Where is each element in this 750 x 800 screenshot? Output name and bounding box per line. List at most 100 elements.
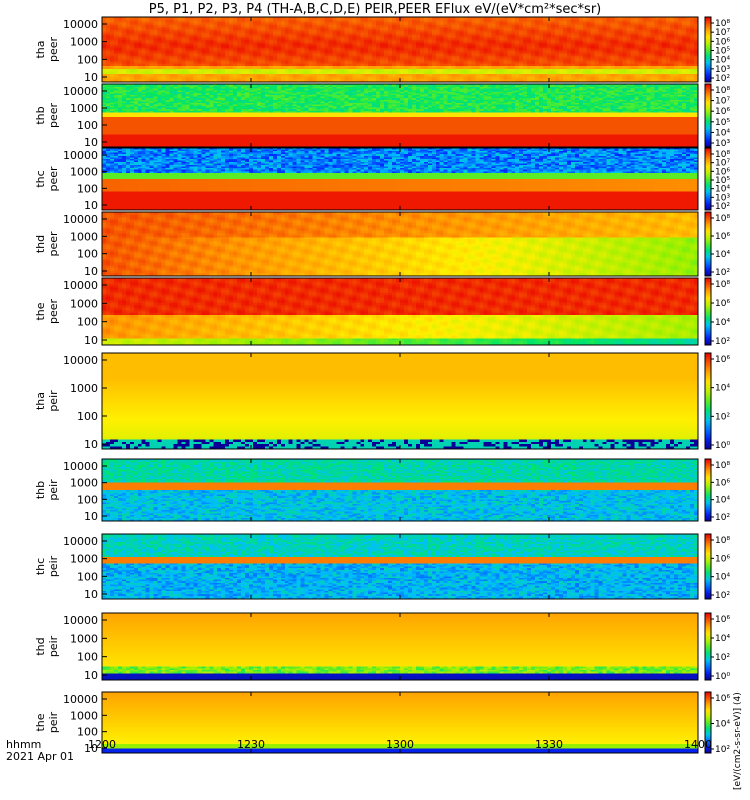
y-tick-label: 10 bbox=[84, 199, 98, 212]
colorbar-tick-label: 10⁴ bbox=[715, 634, 730, 644]
colorbar-tick-label: 10⁸ bbox=[715, 280, 730, 290]
spectrogram-panel: 10 100 1000 10000 tha peir 10⁰ 10² 10⁴ 10⁶ bbox=[34, 353, 730, 451]
panel-ylabel: peir bbox=[47, 635, 60, 657]
colorbar-tick-label: 10³ bbox=[715, 139, 730, 149]
y-tick-label: 10000 bbox=[63, 693, 98, 706]
colorbar-tick-label: 10⁶ bbox=[715, 355, 730, 365]
y-tick-label: 10000 bbox=[63, 213, 98, 226]
y-tick-label: 10 bbox=[84, 136, 98, 149]
y-tick-label: 10 bbox=[84, 438, 98, 451]
spectrogram-panel: 10100100010000thd peer10²10⁴10⁶10⁸ bbox=[34, 212, 730, 278]
panel-ylabel: peer bbox=[47, 231, 60, 257]
y-tick-label: 1000 bbox=[70, 36, 98, 49]
colorbar-tick-label: 10⁶ bbox=[715, 37, 730, 47]
colorbar-tick-label: 10⁰ bbox=[715, 672, 730, 682]
x-tick-label: 1330 bbox=[535, 738, 563, 751]
x-tick-label: 1230 bbox=[237, 738, 265, 751]
colorbar-tick-label: 10² bbox=[715, 74, 730, 84]
spectrogram-panel: 10100100010000the peer10²10⁴10⁶10⁸ bbox=[34, 278, 730, 347]
colorbar-tick-label: 10⁸ bbox=[715, 86, 730, 96]
panel-ylabel: peir bbox=[47, 390, 60, 412]
y-tick-label: 100 bbox=[77, 182, 98, 195]
panel-ylabel: thc bbox=[34, 170, 47, 187]
colorbar-tick-label: 10⁶ bbox=[715, 478, 730, 488]
colorbar bbox=[705, 17, 711, 82]
spectrogram-panel: 10 100 1000 10000 thd peir 10⁰ 10² 10⁴ 10⁶ bbox=[34, 613, 730, 682]
colorbar-tick-label: 10⁶ bbox=[715, 299, 730, 309]
colorbar-tick-label: 10⁶ bbox=[715, 554, 730, 564]
y-tick-label: 100 bbox=[77, 248, 98, 261]
panel-ylabel: peer bbox=[47, 103, 60, 129]
panel-ylabel: thb bbox=[34, 106, 47, 124]
colorbar-tick-label: 10⁸ bbox=[715, 214, 730, 224]
y-tick-label: 100 bbox=[77, 651, 98, 664]
colorbar-tick-label: 10⁵ bbox=[715, 47, 730, 57]
panel-ylabel: the bbox=[34, 302, 47, 320]
colorbar-tick-label: 10⁴ bbox=[715, 573, 730, 583]
panel-ylabel: peer bbox=[47, 299, 60, 325]
colorbar-tick-label: 10⁴ bbox=[715, 384, 730, 394]
y-tick-label: 1000 bbox=[70, 477, 98, 490]
colorbar-tick-label: 10⁴ bbox=[715, 250, 730, 260]
spectrogram-image bbox=[102, 84, 698, 147]
panel-ylabel: peir bbox=[47, 711, 60, 733]
colorbar-tick-label: 10² bbox=[715, 202, 730, 212]
colorbar-tick-label: 10² bbox=[715, 513, 730, 523]
colorbar-tick-label: 10⁴ bbox=[715, 318, 730, 328]
colorbar-tick-label: 10² bbox=[715, 591, 730, 601]
y-tick-label: 1000 bbox=[70, 632, 98, 645]
colorbar bbox=[705, 613, 711, 680]
colorbar-tick-label: 10⁸ bbox=[715, 536, 730, 546]
colorbar bbox=[705, 148, 711, 210]
y-tick-label: 10 bbox=[84, 265, 98, 278]
y-tick-label: 1000 bbox=[70, 382, 98, 395]
spectrogram-panel: 10 100 1000 10000 thb peer 10³10⁴10⁵10⁶10⁷10⁸ bbox=[34, 84, 730, 149]
spectrogram-panel: 10 100 1000 10000 tha peer 10²10³10⁴10⁵10⁶10⁷1… bbox=[34, 17, 730, 84]
spectrogram-image bbox=[102, 278, 698, 345]
y-tick-label: 1000 bbox=[70, 709, 98, 722]
panel-ylabel: thc bbox=[34, 558, 47, 575]
y-tick-label: 10000 bbox=[63, 85, 98, 98]
colorbar-tick-label: 10² bbox=[715, 337, 730, 347]
spectrogram-stack: 10100100010000tha peer10²10³10⁴10⁵10⁶10⁷1… bbox=[0, 0, 750, 800]
spectrogram-image bbox=[102, 148, 698, 210]
colorbar-tick-label: 10⁷ bbox=[715, 97, 730, 107]
y-tick-label: 10000 bbox=[63, 18, 98, 31]
y-tick-label: 10 bbox=[84, 334, 98, 347]
panel-ylabel: peir bbox=[47, 479, 60, 501]
y-tick-label: 1000 bbox=[70, 553, 98, 566]
y-tick-label: 100 bbox=[77, 726, 98, 739]
colorbar-tick-label: 10⁴ bbox=[715, 720, 730, 730]
panel-ylabel: thd bbox=[34, 235, 47, 253]
y-tick-label: 10000 bbox=[63, 279, 98, 292]
colorbar-tick-label: 10⁵ bbox=[715, 118, 730, 128]
colorbar-tick-label: 10⁴ bbox=[715, 56, 730, 66]
colorbar-tick-label: 10² bbox=[715, 412, 730, 422]
colorbar-tick-label: 10⁶ bbox=[715, 615, 730, 625]
colorbar-tick-label: 10² bbox=[715, 745, 730, 755]
y-tick-label: 100 bbox=[77, 119, 98, 132]
y-tick-label: 100 bbox=[77, 53, 98, 66]
panel-ylabel: the bbox=[34, 713, 47, 731]
spectrogram-image bbox=[102, 212, 698, 276]
y-tick-label: 100 bbox=[77, 410, 98, 423]
spectrogram-image bbox=[102, 17, 698, 82]
y-tick-label: 1000 bbox=[70, 102, 98, 115]
colorbar bbox=[705, 534, 711, 599]
x-tick-label: 1200 bbox=[88, 738, 116, 751]
y-tick-label: 100 bbox=[77, 493, 98, 506]
colorbar bbox=[705, 212, 711, 276]
y-tick-label: 10 bbox=[84, 588, 98, 601]
y-tick-label: 10 bbox=[84, 71, 98, 84]
panel-ylabel: peer bbox=[47, 37, 60, 63]
spectrogram-panel: 10 100 1000 10000 thc peer 10²10³10⁴10⁵10⁶10⁷1… bbox=[34, 148, 730, 212]
spectrogram-image bbox=[102, 613, 698, 680]
y-tick-label: 10 bbox=[84, 669, 98, 682]
colorbar bbox=[705, 353, 711, 449]
y-tick-label: 10000 bbox=[63, 149, 98, 162]
colorbar-tick-label: 10⁸ bbox=[715, 150, 730, 160]
time-axis-date: 2021 Apr 01 bbox=[6, 750, 74, 763]
colorbar-tick-label: 10⁸ bbox=[715, 19, 730, 29]
panel-ylabel: tha bbox=[34, 40, 47, 58]
colorbar-tick-label: 10⁴ bbox=[715, 185, 730, 195]
